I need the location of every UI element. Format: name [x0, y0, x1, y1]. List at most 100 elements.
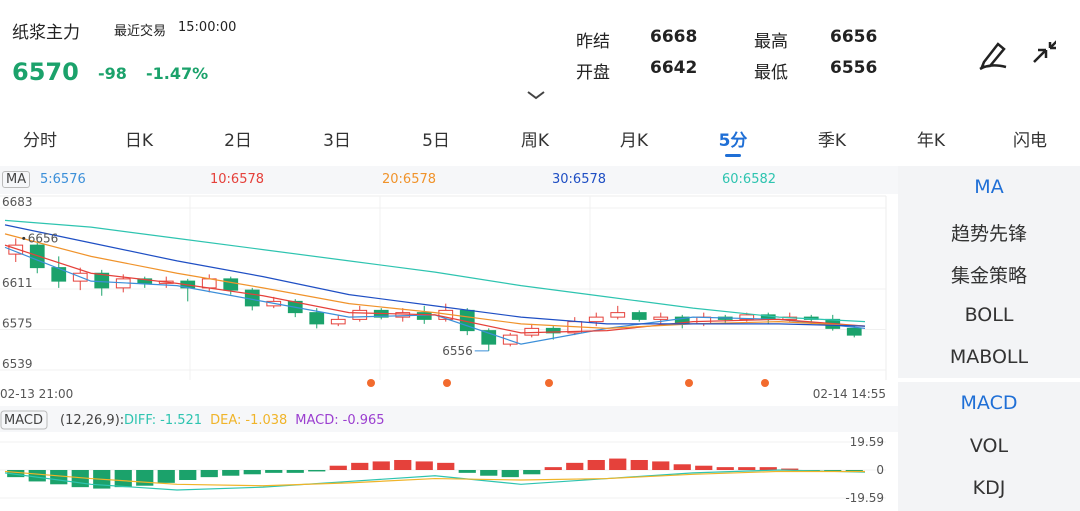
- ma-line: [4, 244, 866, 334]
- y-tick-label: 6611: [2, 276, 33, 290]
- high-label: 6656: [28, 231, 59, 245]
- macd-bar: [200, 470, 218, 478]
- stat-label: 最高: [754, 32, 788, 52]
- candle-body: [94, 272, 110, 289]
- macd-bar: [458, 470, 476, 473]
- kline-chart: 6683 6611 6575 6539 6656 6556 02-13 21:00 02-14…: [0, 195, 887, 505]
- macd-bar: [415, 461, 433, 470]
- macd-bar: [286, 470, 304, 473]
- macd-bar: [673, 464, 691, 470]
- macd-bar: [28, 470, 46, 482]
- macd-bar: [243, 470, 261, 475]
- candle-body: [330, 318, 346, 325]
- ma-bar: [0, 166, 898, 194]
- candle-body: [395, 312, 411, 318]
- side-group: MA 趋势先锋集金策略 BOLL MABOLL: [898, 166, 1080, 378]
- candle-body: [588, 316, 604, 323]
- macd-bar: [824, 470, 842, 472]
- macd-bar: [523, 470, 541, 475]
- side-item[interactable]: MABOLL: [949, 346, 1029, 368]
- macd-tick-label: 19.59: [850, 435, 884, 449]
- macd-bar: [480, 470, 498, 476]
- stat-label: 昨结: [576, 32, 610, 52]
- macd-bar: [845, 470, 863, 472]
- header-icons: [979, 40, 1056, 71]
- macd-label-box: [0, 410, 48, 430]
- change-pct: -1.47%: [146, 64, 209, 83]
- macd-bar: [157, 470, 175, 483]
- macd-bar: [136, 470, 154, 486]
- tab[interactable]: 闪电: [1013, 131, 1047, 151]
- macd-bar: [781, 468, 799, 470]
- side-item[interactable]: 趋势先锋: [950, 222, 1027, 245]
- side-item[interactable]: MA: [974, 176, 1004, 198]
- tab[interactable]: 日K: [124, 131, 154, 151]
- expand-chevron[interactable]: [526, 90, 546, 100]
- macd-bar: [609, 458, 627, 470]
- candle-body: [8, 244, 24, 255]
- tab[interactable]: 年K: [916, 131, 946, 151]
- tab[interactable]: 3日: [323, 131, 351, 151]
- title: 纸浆主力: [12, 23, 80, 43]
- tab[interactable]: 分时: [23, 131, 57, 151]
- stat-value: 6656: [830, 27, 878, 47]
- macd-bar: [437, 462, 455, 470]
- side-item[interactable]: VOL: [969, 434, 1009, 457]
- candle-body: [653, 316, 669, 320]
- time: 15:00:00: [178, 20, 237, 35]
- stat-label: 开盘: [576, 63, 610, 83]
- macd-legend-label: DIFF:: [124, 413, 156, 428]
- candle-body: [696, 316, 712, 325]
- candle-body: [739, 314, 755, 320]
- tab[interactable]: 周K: [520, 131, 550, 151]
- macd-bar: [716, 467, 734, 470]
- ma-legend-label: MA: [2, 171, 31, 188]
- tab-indicator: [725, 154, 741, 157]
- candle-body: [309, 312, 325, 325]
- macd-legend-label: MACD:: [295, 413, 338, 428]
- candle-body: [29, 244, 45, 269]
- tab[interactable]: 5日: [422, 131, 450, 151]
- ma-legend-item: 20:6578: [382, 172, 437, 187]
- side-item[interactable]: 集金策略: [950, 265, 1027, 287]
- candle-body: [610, 312, 626, 318]
- ma-line: [4, 219, 866, 323]
- tab[interactable]: 季K: [817, 131, 847, 151]
- x-label: 02-14 14:55: [813, 387, 886, 401]
- side-item[interactable]: KDJ: [972, 477, 1006, 499]
- macd-bar: [544, 467, 562, 470]
- macd-bar: [394, 459, 412, 470]
- side-item[interactable]: BOLL: [964, 303, 1014, 326]
- macd-legend-value: -1.038: [245, 413, 287, 428]
- change: -98: [98, 64, 127, 83]
- side-item[interactable]: MACD: [960, 392, 1018, 414]
- tab[interactable]: 月K: [619, 131, 649, 151]
- stat-value: 6668: [650, 27, 698, 47]
- y-tick-label: 6575: [2, 317, 33, 331]
- y-tick-label: 6539: [2, 357, 33, 371]
- macd-tick-label: 0: [876, 463, 884, 477]
- tab[interactable]: 5分: [718, 131, 748, 151]
- ma-line: [4, 224, 866, 327]
- macd-bar: [308, 470, 326, 472]
- macd-bar: [695, 465, 713, 470]
- macd-bar: [50, 470, 68, 485]
- macd-bar: [501, 470, 519, 478]
- candle-body: [846, 327, 862, 336]
- macd-bar: [351, 462, 369, 470]
- candle-body: [352, 309, 368, 320]
- tab[interactable]: 2日: [224, 131, 252, 151]
- last-trade-label: 最近交易: [114, 24, 167, 39]
- ma-legend-item: 30:6578: [552, 172, 607, 187]
- x-label: 02-13 21:00: [0, 387, 73, 401]
- macd-bar: [179, 470, 197, 481]
- macd-bar: [630, 459, 648, 470]
- ma-legend-item: 5:6576: [40, 172, 86, 187]
- stat-label: 最低: [754, 63, 788, 83]
- low-label: 6556: [442, 344, 473, 358]
- candle-body: [51, 267, 67, 282]
- diff-line: [4, 469, 866, 491]
- y-tick-label: 6683: [2, 195, 33, 209]
- macd-bar: [222, 470, 240, 476]
